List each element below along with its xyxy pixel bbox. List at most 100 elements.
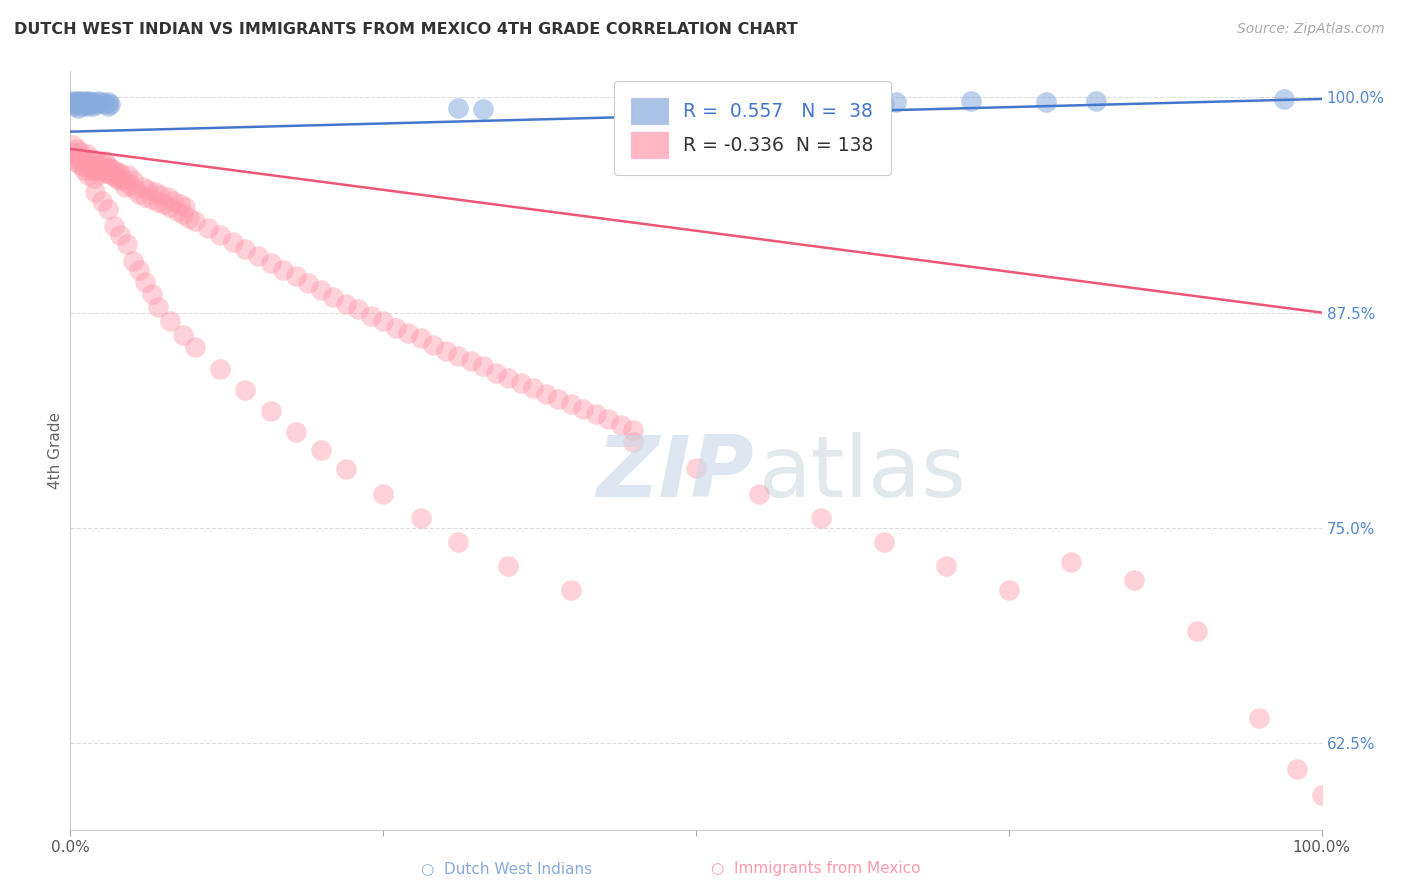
Point: [80, 153, 103, 167]
Point: [409, 331, 432, 345]
Point: [136, 183, 159, 197]
Point: [90, 95, 112, 110]
Point: [128, 186, 150, 201]
Point: [146, 301, 169, 315]
Point: [76, 97, 98, 112]
Point: [103, 169, 125, 184]
Point: [371, 314, 394, 328]
Point: [872, 534, 894, 549]
Point: [610, 417, 633, 432]
Point: [159, 314, 181, 328]
Point: [67, 94, 90, 108]
Point: [434, 343, 457, 358]
Point: [335, 297, 357, 311]
Point: [835, 95, 858, 110]
Point: [100, 168, 122, 182]
Point: [94, 97, 117, 112]
Point: [90, 194, 112, 208]
Point: [409, 510, 432, 524]
Point: [63, 95, 86, 110]
Text: ○  Immigrants from Mexico: ○ Immigrants from Mexico: [710, 861, 921, 876]
Point: [472, 102, 495, 116]
Text: DUTCH WEST INDIAN VS IMMIGRANTS FROM MEXICO 4TH GRADE CORRELATION CHART: DUTCH WEST INDIAN VS IMMIGRANTS FROM MEX…: [14, 22, 797, 37]
Point: [110, 228, 132, 243]
Point: [76, 147, 98, 161]
Point: [1249, 710, 1271, 724]
Point: [80, 97, 103, 112]
Point: [335, 462, 357, 476]
Point: [166, 203, 188, 218]
Point: [84, 164, 107, 178]
Point: [997, 582, 1019, 597]
Point: [75, 153, 97, 168]
Point: [77, 157, 100, 171]
Point: [848, 94, 870, 108]
Point: [115, 236, 138, 251]
Point: [1185, 624, 1208, 639]
Point: [76, 95, 98, 110]
Point: [174, 201, 197, 215]
Point: [560, 397, 582, 411]
Point: [149, 188, 172, 202]
Point: [141, 192, 163, 206]
Point: [77, 94, 100, 108]
Text: atlas: atlas: [759, 432, 966, 515]
Point: [498, 558, 520, 573]
Point: [79, 162, 101, 177]
Point: [89, 162, 111, 177]
Point: [396, 326, 419, 341]
Point: [121, 253, 145, 268]
Point: [104, 164, 127, 178]
Point: [62, 138, 84, 153]
Point: [67, 157, 90, 171]
Point: [156, 190, 179, 204]
Point: [72, 97, 94, 112]
Point: [447, 349, 470, 363]
Point: [447, 534, 470, 549]
Point: [360, 309, 382, 323]
Point: [66, 101, 89, 115]
Point: [73, 94, 96, 108]
Point: [73, 162, 96, 177]
Point: [82, 99, 104, 113]
Point: [235, 383, 257, 397]
Point: [76, 99, 98, 113]
Point: [235, 242, 257, 256]
Point: [124, 181, 146, 195]
Point: [384, 321, 406, 335]
Point: [1085, 94, 1108, 108]
Point: [97, 99, 120, 113]
Point: [162, 194, 184, 208]
Point: [259, 404, 281, 418]
Y-axis label: 4th Grade: 4th Grade: [48, 412, 63, 489]
Point: [105, 171, 128, 186]
Point: [65, 99, 87, 113]
Point: [322, 290, 344, 304]
Point: [76, 168, 98, 182]
Point: [98, 97, 121, 112]
Point: [65, 142, 87, 156]
Text: ZIP: ZIP: [596, 432, 754, 515]
Point: [222, 235, 245, 249]
Point: [560, 582, 582, 597]
Point: [621, 423, 644, 437]
Point: [110, 166, 132, 180]
Point: [120, 178, 142, 192]
Point: [108, 173, 131, 187]
Point: [121, 173, 145, 187]
Point: [371, 486, 394, 500]
Point: [134, 275, 156, 289]
Point: [93, 161, 115, 175]
Point: [685, 460, 707, 475]
Point: [309, 283, 332, 297]
Point: [309, 443, 332, 458]
Point: [84, 185, 107, 199]
Point: [97, 159, 120, 173]
Point: [145, 185, 167, 199]
Point: [141, 286, 163, 301]
Point: [169, 197, 191, 211]
Text: Source: ZipAtlas.com: Source: ZipAtlas.com: [1237, 22, 1385, 37]
Point: [172, 207, 194, 221]
Point: [134, 190, 156, 204]
Point: [184, 340, 207, 354]
